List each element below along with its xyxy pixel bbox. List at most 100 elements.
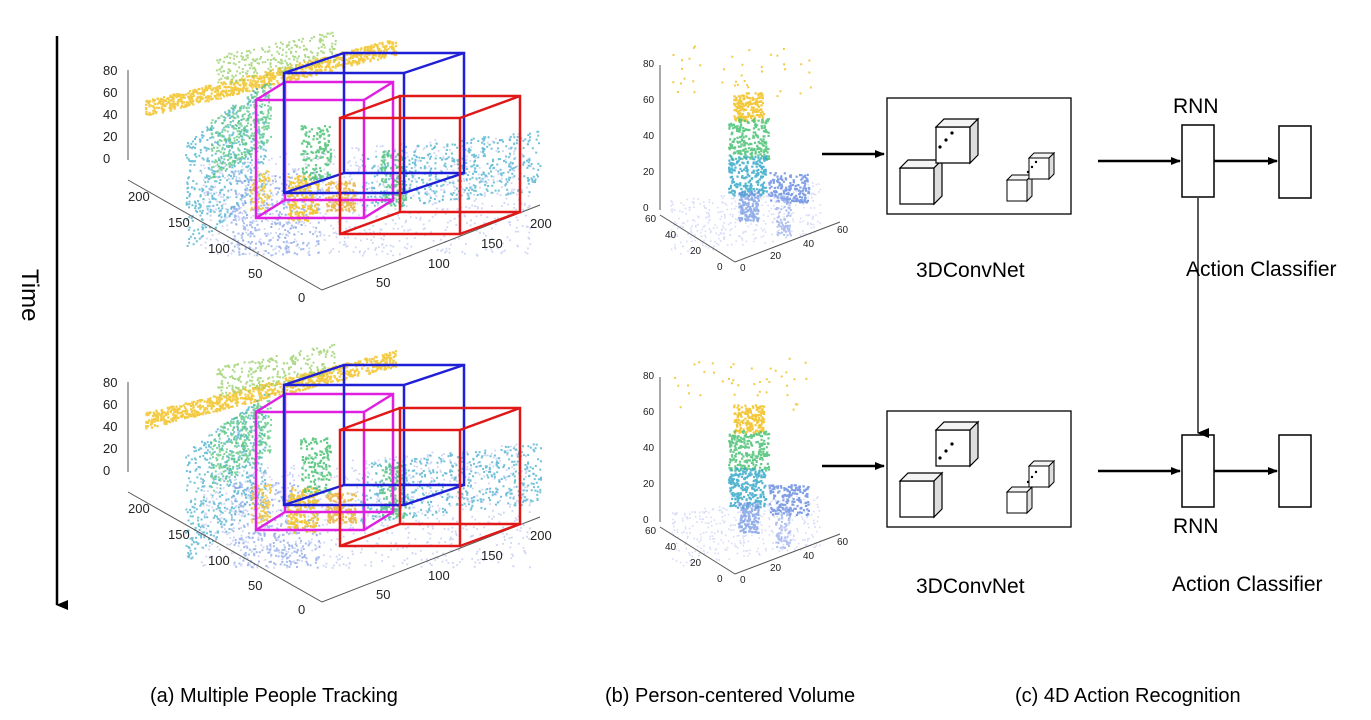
y-tick-label: 100: [208, 241, 230, 256]
point-cloud: [672, 45, 812, 98]
point-cloud: [775, 507, 792, 549]
point-cloud: [325, 180, 358, 213]
tracking-box-blue: [282, 51, 466, 195]
point-cloud: [287, 175, 320, 223]
point-cloud: [768, 484, 810, 517]
z-tick-label: 0: [103, 151, 110, 166]
point-cloud: [300, 437, 333, 494]
point-cloud: [728, 118, 771, 160]
y-tick-label: 50: [248, 266, 262, 281]
z-tick-label: 60: [103, 397, 117, 412]
z-tick-label: 0: [643, 203, 649, 214]
z-tick-label: 20: [643, 167, 655, 178]
x-tick-label: 100: [428, 256, 450, 271]
y-tick-label: 60: [645, 214, 657, 225]
y-tick-label: 100: [208, 553, 230, 568]
point-cloud: [360, 443, 542, 524]
z-tick-label: 80: [103, 375, 117, 390]
time-label: Time: [16, 269, 43, 321]
x-tick-label: 40: [803, 239, 815, 250]
point-cloud: [200, 443, 532, 569]
z-tick-label: 0: [643, 515, 649, 526]
conv-cube-small: [1006, 486, 1033, 514]
conv-block-top: [886, 97, 1072, 215]
z-tick-label: 20: [103, 129, 117, 144]
point-cloud: [215, 31, 337, 84]
point-cloud: [326, 492, 357, 524]
point-cloud: [210, 82, 272, 179]
x-tick-label: 0: [740, 575, 746, 586]
z-tick-label: 80: [103, 63, 117, 78]
caption-b: (b) Person-centered Volume: [605, 685, 855, 707]
z-tick-label: 60: [643, 407, 655, 418]
x-tick-label: 50: [376, 587, 390, 602]
caption-c: (c) 4D Action Recognition: [1015, 685, 1241, 707]
point-cloud: [287, 487, 320, 534]
point-cloud: [250, 170, 272, 212]
x-tick-label: 20: [770, 251, 782, 262]
y-tick-label: 40: [665, 230, 677, 241]
conv-cube-small: [1006, 174, 1033, 202]
point-cloud: [775, 195, 792, 237]
y-tick-label: 0: [717, 262, 723, 273]
classifier-label-bottom: Action Classifier: [1172, 573, 1323, 596]
point-cloud: [733, 404, 766, 435]
conv-cube-small: [1028, 152, 1055, 180]
z-tick-label: 40: [103, 419, 117, 434]
z-tick-label: 20: [103, 441, 117, 456]
z-tick-label: 0: [103, 463, 110, 478]
x-tick-label: 40: [803, 551, 815, 562]
point-cloud: [728, 155, 768, 198]
x-tick-label: 100: [428, 568, 450, 583]
point-cloud: [361, 130, 542, 212]
x-tick-label: 150: [481, 236, 503, 251]
conv-cube-large: [935, 421, 979, 467]
x-tick-label: 200: [530, 528, 552, 543]
z-tick-label: 80: [643, 371, 655, 382]
rnn-cell-bottom: [1181, 434, 1215, 508]
x-tick-label: 60: [837, 537, 849, 548]
rnn-label-bottom: RNN: [1173, 515, 1219, 538]
point-cloud: [250, 484, 272, 524]
tracking-box-magenta: [254, 80, 395, 220]
point-cloud: [300, 125, 333, 182]
point-cloud: [145, 40, 398, 116]
rnn-cell-top: [1181, 124, 1215, 198]
point-cloud: [768, 172, 811, 204]
y-tick-label: 200: [128, 501, 150, 516]
point-cloud: [185, 84, 267, 247]
conv-block-bottom: [886, 410, 1072, 528]
x-tick-label: 200: [530, 216, 552, 231]
y-tick-label: 200: [128, 189, 150, 204]
x-tick-label: 0: [740, 263, 746, 274]
z-tick-label: 40: [643, 443, 655, 454]
conv-cube-large: [935, 118, 979, 164]
x-tick-label: 50: [376, 275, 390, 290]
conv-label-top: 3DConvNet: [916, 259, 1025, 282]
x-tick-label: 20: [770, 563, 782, 574]
y-tick-label: 150: [168, 215, 190, 230]
y-tick-label: 0: [298, 290, 305, 305]
point-cloud: [728, 467, 768, 509]
y-tick-label: 20: [690, 246, 702, 257]
point-cloud: [728, 430, 771, 472]
caption-a: (a) Multiple People Tracking: [150, 685, 398, 707]
x-tick-label: 60: [837, 225, 849, 236]
z-tick-label: 60: [643, 95, 655, 106]
x-tick-label: 150: [481, 548, 503, 563]
conv-cube-small: [1028, 460, 1055, 488]
rnn-label-top: RNN: [1173, 95, 1219, 118]
point-cloud: [733, 92, 765, 123]
point-cloud: [738, 190, 760, 222]
y-tick-label: 60: [645, 526, 657, 537]
classifier-label-top: Action Classifier: [1186, 258, 1337, 281]
classifier-cell-top: [1278, 125, 1312, 199]
tracking-box-red: [338, 406, 522, 548]
conv-label-bottom: 3DConvNet: [916, 575, 1025, 598]
y-tick-label: 50: [248, 578, 262, 593]
conv-cube-large: [899, 159, 943, 205]
